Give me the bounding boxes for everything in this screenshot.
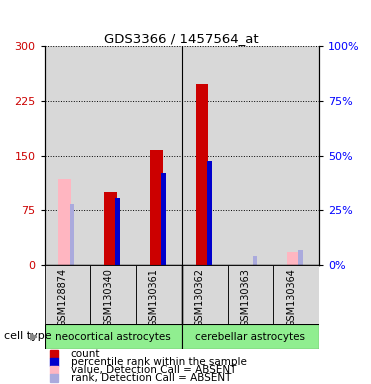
Bar [299, 250, 303, 265]
Bar [45, 265, 90, 324]
Bar [150, 150, 162, 265]
Title: GDS3366 / 1457564_at: GDS3366 / 1457564_at [105, 32, 259, 45]
Bar [196, 84, 209, 265]
Bar [90, 265, 136, 324]
Text: GSM128874: GSM128874 [58, 268, 68, 327]
Bar [182, 265, 227, 324]
Text: count: count [70, 349, 100, 359]
Bar [104, 192, 117, 265]
Bar [207, 161, 211, 265]
Bar [136, 265, 182, 324]
Text: GSM130361: GSM130361 [149, 268, 159, 327]
Bar [161, 173, 166, 265]
Bar [253, 256, 257, 265]
Text: cell type: cell type [4, 331, 51, 341]
Bar [70, 204, 74, 265]
Bar [227, 265, 273, 324]
Text: neocortical astrocytes: neocortical astrocytes [55, 332, 171, 342]
Text: GSM130364: GSM130364 [286, 268, 296, 327]
Text: GSM130362: GSM130362 [195, 268, 205, 327]
Bar [115, 198, 120, 265]
Bar [287, 252, 300, 265]
Text: cerebellar astrocytes: cerebellar astrocytes [196, 332, 305, 342]
Bar [273, 265, 319, 324]
Text: percentile rank within the sample: percentile rank within the sample [70, 357, 246, 367]
Text: rank, Detection Call = ABSENT: rank, Detection Call = ABSENT [70, 374, 231, 384]
Text: GSM130363: GSM130363 [240, 268, 250, 327]
Bar [45, 324, 182, 349]
Text: value, Detection Call = ABSENT: value, Detection Call = ABSENT [70, 365, 236, 375]
Bar [182, 324, 319, 349]
Bar [58, 179, 71, 265]
Text: GSM130340: GSM130340 [103, 268, 113, 327]
